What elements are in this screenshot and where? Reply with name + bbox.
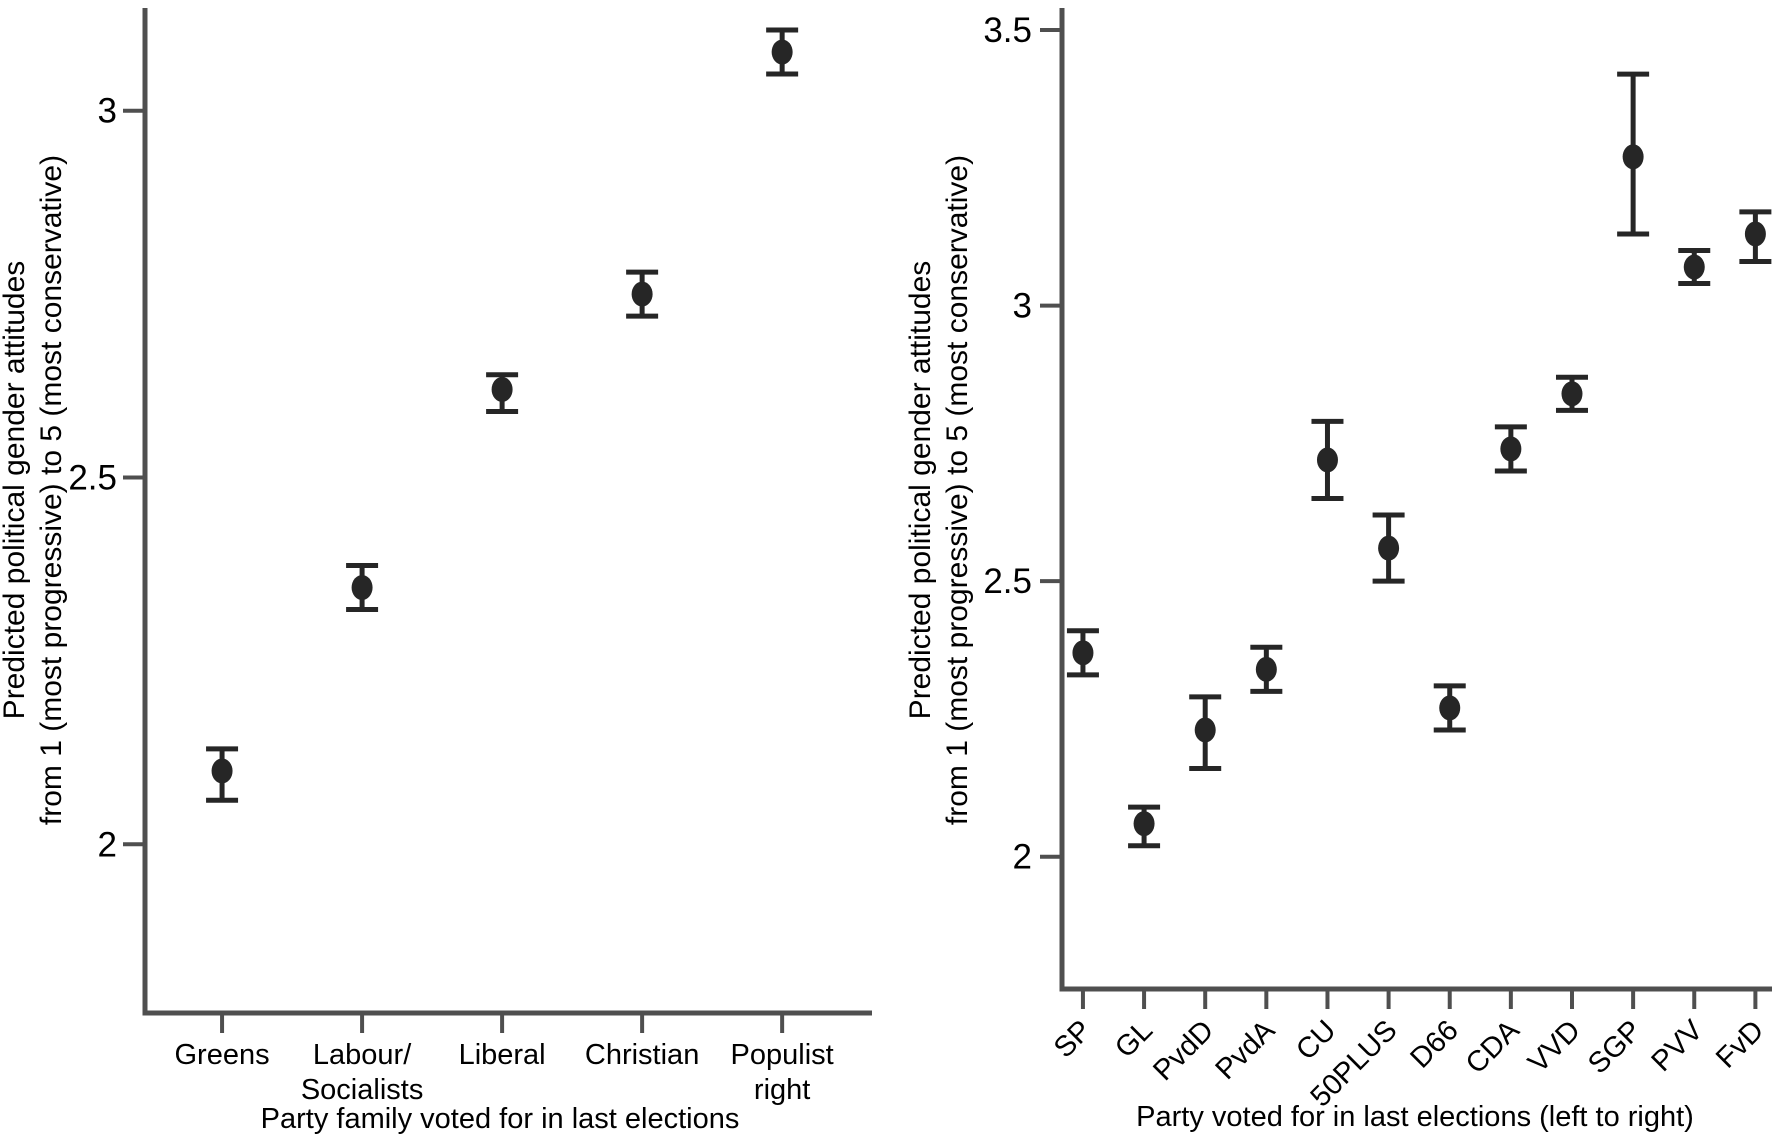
y-tick-label: 2 <box>98 825 117 864</box>
data-point-50PLUS <box>1378 535 1400 561</box>
x-category-label-CU: CU <box>1290 1014 1342 1066</box>
data-point-SP <box>1072 640 1094 666</box>
x-category-label-D66: D66 <box>1404 1014 1464 1074</box>
x-category-label-Greens: Greens <box>175 1039 270 1071</box>
x-category-label-GL: GL <box>1109 1014 1159 1064</box>
x-category-label-SP: SP <box>1048 1014 1098 1064</box>
y-tick-label: 2.5 <box>68 458 117 497</box>
data-point-CU <box>1316 447 1338 473</box>
y-tick-label: 2 <box>1013 838 1032 877</box>
x-category-label-CDA: CDA <box>1460 1014 1526 1080</box>
y-tick-label: 3.5 <box>983 11 1032 50</box>
data-point-Populist right <box>771 39 793 65</box>
x-category-label-Liberal: Liberal <box>459 1039 546 1071</box>
data-point-VVD <box>1561 381 1583 407</box>
y-axis-title: Predicted political gender attitudes <box>0 261 31 720</box>
data-point-SGP <box>1622 144 1644 170</box>
x-category-label-PvdA: PvdA <box>1210 1014 1282 1086</box>
x-category-label-Populist right: Populist <box>731 1039 834 1071</box>
data-point-FvD <box>1744 221 1766 247</box>
y-tick-label: 3 <box>1013 287 1032 326</box>
x-category-label-PvdD: PvdD <box>1147 1014 1220 1087</box>
y-axis-title: Predicted political gender attitudes <box>904 261 937 720</box>
y-tick-label: 3 <box>98 92 117 131</box>
data-point-PvdD <box>1194 717 1216 743</box>
x-category-label-Labour/Socialists: Socialists <box>301 1074 424 1106</box>
x-category-label-SGP: SGP <box>1582 1014 1648 1080</box>
x-axis-title: Party voted for in last elections (left … <box>1136 1101 1694 1133</box>
chart-party-family-dotplot: 2 2.5 3 Greens Labour/Socialists Liberal Chris… <box>0 8 872 1135</box>
data-point-D66 <box>1439 695 1461 721</box>
x-category-label-PVV: PVV <box>1646 1014 1710 1078</box>
x-category-label-VVD: VVD <box>1522 1014 1587 1079</box>
data-point-Greens <box>211 758 233 784</box>
x-category-label-FvD: FvD <box>1710 1014 1770 1074</box>
x-category-label-Populist right: right <box>754 1074 810 1106</box>
data-point-PVV <box>1683 254 1705 280</box>
data-point-GL <box>1133 811 1155 837</box>
data-point-PvdA <box>1255 656 1277 682</box>
x-category-label-Labour/Socialists: Labour/ <box>313 1039 412 1071</box>
data-point-CDA <box>1500 436 1522 462</box>
x-category-label-Christian: Christian <box>585 1039 699 1071</box>
data-point-Liberal <box>491 376 513 402</box>
y-tick-label: 2.5 <box>983 562 1032 601</box>
data-point-Christian <box>631 281 653 307</box>
x-axis-title: Party family voted for in last elections <box>261 1103 740 1135</box>
y-axis-title: from 1 (most progressive) to 5 (most con… <box>941 155 974 825</box>
y-axis-title: from 1 (most progressive) to 5 (most con… <box>35 155 68 825</box>
data-point-Labour/Socialists <box>351 575 373 601</box>
